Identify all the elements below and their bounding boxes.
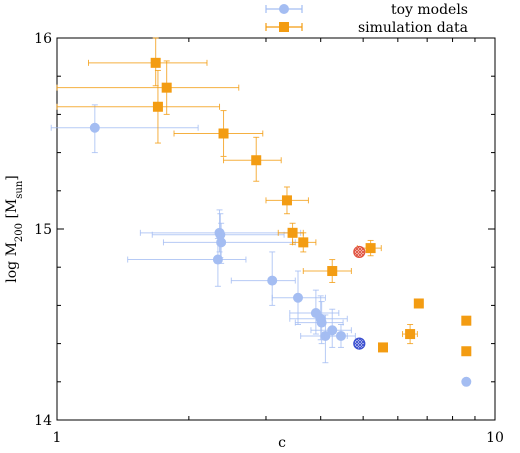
- axis-ticks: 14 15 16 1 10: [34, 31, 504, 446]
- data-point-toy-models: [216, 237, 227, 248]
- data-point-toy-models: [461, 376, 472, 387]
- legend-toy-models-marker: [279, 4, 289, 14]
- data-point-simulation-data: [152, 101, 163, 112]
- data-point-toy-models: [335, 330, 346, 341]
- y-tick-label: 15: [34, 222, 52, 238]
- highlighted-point: [353, 337, 366, 350]
- series-simulation-data: [56, 37, 472, 357]
- y-tick-label: 14: [34, 413, 52, 429]
- data-point-toy-models: [293, 292, 304, 303]
- legend-item-simulation-data: simulation data: [265, 20, 468, 36]
- data-point-simulation-data: [327, 266, 338, 277]
- data-point-simulation-data: [218, 128, 229, 139]
- data-point-toy-models: [327, 325, 338, 336]
- data-point-toy-models: [215, 229, 226, 240]
- data-point-toy-models: [89, 122, 100, 133]
- y-axis-label-sub2: sun: [14, 180, 25, 199]
- data-point-simulation-data: [405, 329, 416, 340]
- data-point-simulation-data: [461, 315, 472, 326]
- y-axis-label-mid: [M: [4, 199, 20, 223]
- data-point-simulation-data: [413, 298, 424, 309]
- legend-item-toy-models: toy models: [265, 2, 468, 18]
- data-point-simulation-data: [365, 243, 376, 254]
- data-point-toy-models: [316, 317, 327, 328]
- y-axis-label: log M200 [Msun]: [4, 175, 25, 282]
- legend-simulation-data-marker: [279, 22, 289, 32]
- data-point-simulation-data: [150, 57, 161, 68]
- legend: toy models simulation data: [265, 2, 468, 36]
- series-toy-models: [50, 104, 472, 387]
- data-point-simulation-data: [298, 237, 309, 248]
- legend-simulation-data-label: simulation data: [358, 20, 468, 36]
- highlighted-point: [353, 245, 366, 259]
- data-point-toy-models: [212, 254, 223, 265]
- x-axis-label: c: [278, 435, 286, 451]
- y-axis-label-pre: log M: [4, 242, 20, 283]
- data-point-simulation-data: [461, 346, 472, 357]
- data-point-simulation-data: [281, 195, 292, 206]
- data-point-simulation-data: [287, 227, 298, 238]
- y-axis-label-sub1: 200: [14, 223, 25, 242]
- x-tick-label: 10: [486, 430, 504, 446]
- plot-frame: [56, 37, 496, 421]
- series-layer: [50, 37, 472, 387]
- legend-toy-models-label: toy models: [391, 2, 468, 18]
- data-point-simulation-data: [378, 342, 389, 353]
- x-tick-label: 1: [53, 430, 62, 446]
- data-point-simulation-data: [161, 82, 172, 93]
- data-point-simulation-data: [251, 155, 262, 166]
- data-point-toy-models: [267, 275, 278, 286]
- y-tick-label: 16: [34, 31, 52, 47]
- y-axis-label-post: ]: [4, 175, 20, 180]
